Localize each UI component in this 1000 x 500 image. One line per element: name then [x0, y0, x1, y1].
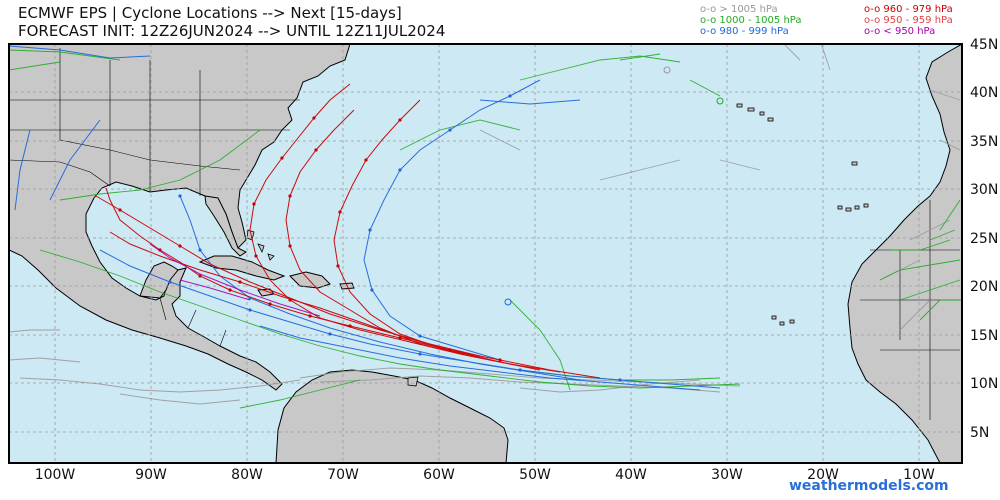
- lon-label-50w: 50W: [519, 467, 551, 483]
- legend-lt-950: o-o < 950 hPa: [864, 26, 936, 37]
- land-south-america: [275, 369, 509, 463]
- lon-label-10w: 10W: [903, 467, 935, 483]
- map-title: ECMWF EPS | Cyclone Locations --> Next […: [18, 4, 402, 22]
- lat-label-40n: 40N: [970, 85, 999, 101]
- tracks-magenta: [149, 243, 321, 317]
- land-trinidad: [407, 376, 419, 387]
- land-north-america: [9, 44, 351, 391]
- lon-label-60w: 60W: [423, 467, 455, 483]
- legend-980-999: o-o 980 - 999 hPa: [700, 26, 789, 37]
- map-frame: [8, 43, 963, 464]
- legend-960-979: o-o 960 - 979 hPa: [864, 4, 953, 15]
- lon-label-80w: 80W: [231, 467, 263, 483]
- land-yucatan: [139, 261, 179, 299]
- graticule: [9, 44, 962, 463]
- lat-label-35n: 35N: [970, 134, 999, 150]
- track-markers-red: [118, 116, 502, 362]
- track-markers-blue: [168, 94, 622, 382]
- lat-label-10n: 10N: [970, 376, 999, 392]
- lat-label-25n: 25N: [970, 231, 999, 247]
- brand-link[interactable]: weathermodels.com: [789, 478, 949, 494]
- lat-label-15n: 15N: [970, 328, 999, 344]
- land-cape-verde: [771, 315, 795, 326]
- tracks-blue: [9, 45, 721, 391]
- lon-label-30w: 30W: [711, 467, 743, 483]
- land-hispaniola: [289, 271, 331, 289]
- land-azores: [736, 103, 858, 166]
- land-canary-islands: [837, 203, 869, 212]
- lon-label-100w: 100W: [34, 467, 76, 483]
- track-markers-open: [504, 66, 724, 306]
- lon-label-40w: 40W: [615, 467, 647, 483]
- lon-label-70w: 70W: [327, 467, 359, 483]
- legend-1000-1005: o-o 1000 - 1005 hPa: [700, 15, 802, 26]
- lon-label-90w: 90W: [135, 467, 167, 483]
- lat-label-20n: 20N: [970, 279, 999, 295]
- lon-label-20w: 20W: [807, 467, 839, 483]
- lat-label-45n: 45N: [970, 37, 999, 53]
- legend-gt-1005: o-o > 1005 hPa: [700, 4, 778, 15]
- land-cuba: [198, 255, 286, 281]
- lat-label-30n: 30N: [970, 182, 999, 198]
- tracks-green: [9, 49, 962, 409]
- legend-950-959: o-o 950 - 959 hPa: [864, 15, 953, 26]
- lat-label-5n: 5N: [970, 425, 990, 441]
- forecast-init: FORECAST INIT: 12Z26JUN2024 --> UNTIL 12…: [18, 22, 446, 40]
- land-florida: [204, 195, 247, 257]
